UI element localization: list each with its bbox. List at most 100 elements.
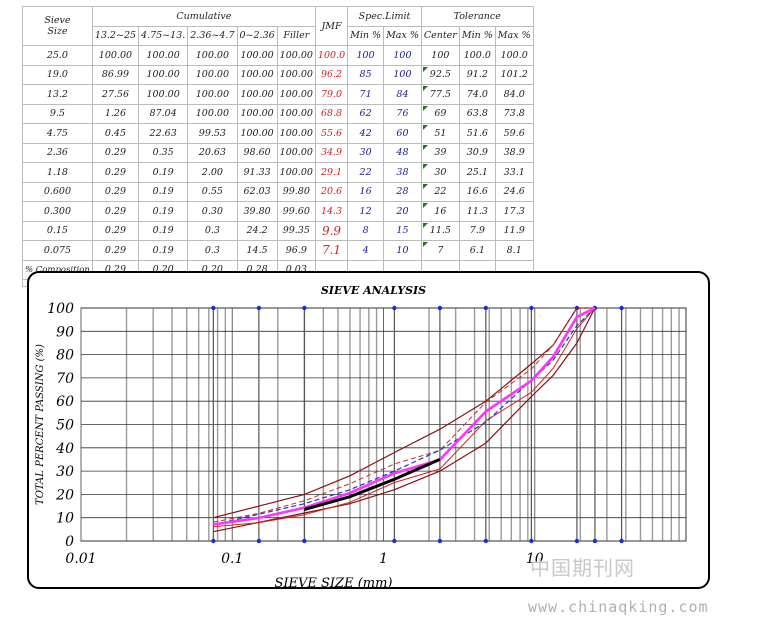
table-cell-max: 15 (383, 220, 422, 241)
table-cell-sieve: 0.15 (22, 220, 93, 241)
table-cell-center: 30 (420, 162, 460, 183)
table-cell-c4: 100.00 (236, 45, 278, 66)
sieve-marker-top (483, 305, 489, 311)
table-cell-tmax: 101.2 (494, 64, 534, 85)
watermark-cn: 中国期刊网 (530, 556, 635, 580)
tolerance-header: Tolerance (420, 6, 534, 27)
sieve-marker-top (529, 305, 534, 311)
table-cell-min: 62 (347, 103, 385, 124)
table-cell-c2: 100.00 (138, 64, 189, 85)
table-cell-c3: 0.55 (187, 181, 238, 202)
sieve-marker-bottom (256, 538, 262, 544)
table-cell-tmin: 11.3 (458, 201, 496, 222)
watermark-url: www.chinaqking.com (528, 598, 709, 616)
table-cell-center: 100 (420, 45, 460, 66)
table-cell-tmax: 73.8 (494, 103, 534, 124)
table-cell-max: 48 (383, 142, 422, 163)
table-cell-tmin: 6.1 (458, 240, 496, 261)
table-cell-tmax: 24.6 (494, 181, 534, 202)
table-cell-jmf: 100.0 (314, 45, 349, 66)
table-cell-c4: 24.2 (236, 220, 278, 241)
table-cell-c1: 1.26 (91, 103, 140, 124)
table-cell-tmax: 33.1 (494, 162, 534, 183)
table-row: 0.15 0.29 0.19 0.3 24.2 99.35 9.9 8 15 11.5 7.9 11.… (22, 220, 534, 241)
y-tick-label: 0 (65, 534, 74, 550)
table-cell-jmf: 7.1 (314, 240, 349, 261)
table-row: 9.5 1.26 87.04 100.00 100.00 100.00 68.8 62 76 69… (22, 103, 534, 124)
sieve-marker-top (256, 305, 262, 311)
y-tick-label: 100 (47, 301, 74, 317)
table-cell-tmax: 38.9 (494, 142, 534, 163)
sieve-analysis-chart: 0 10 20 30 40 50 60 70 80 90 100 0.01 0.1 1 10 SIEVE AN… (27, 271, 710, 591)
table-cell-filler: 100.00 (276, 162, 316, 183)
sieve-marker-bottom (437, 538, 443, 544)
table-cell-tmin: 7.9 (458, 220, 496, 241)
table-cell-c1: 0.29 (91, 181, 140, 202)
sieve-marker-bottom (392, 538, 397, 544)
table-row: 0.600 0.29 0.19 0.55 62.03 99.80 20.6 16 28 22 16.… (22, 181, 534, 202)
table-row: 0.300 0.29 0.19 0.30 39.80 99.60 14.3 12 20 16 11.… (22, 201, 534, 222)
table-cell-c1: 0.29 (91, 162, 140, 183)
sieve-size-header: Sieve Size (22, 6, 93, 46)
table-cell-c2: 87.04 (138, 103, 189, 124)
y-tick-label: 70 (56, 371, 74, 387)
table-cell-max: 84 (383, 84, 422, 105)
sieve-marker-bottom (211, 538, 216, 544)
table-cell-center: 11.5 (420, 220, 460, 241)
table-cell-c2: 0.19 (138, 220, 189, 241)
sieve-marker-bottom (592, 538, 598, 544)
table-cell-min: 71 (347, 84, 385, 105)
table-cell-c4: 62.03 (236, 181, 278, 202)
table-cell-c4: 91.33 (236, 162, 278, 183)
y-tick-label: 30 (56, 464, 74, 480)
table-cell-jmf: 68.8 (314, 103, 349, 124)
table-row: 13.2 27.56 100.00 100.00 100.00 100.00 79.0 71 8… (22, 84, 534, 105)
table-cell-c1: 0.29 (91, 240, 140, 261)
cumulative-header: Cumulative (91, 6, 316, 27)
table-cell-c4: 100.00 (236, 123, 278, 144)
table-row: 25.0 100.00 100.00 100.00 100.00 100.00 100.0 1… (22, 45, 534, 66)
table-cell-jmf: 9.9 (314, 220, 349, 241)
table-cell-c3: 0.3 (187, 240, 238, 261)
table-cell-max: 38 (383, 162, 422, 183)
sieve-marker-top (619, 305, 624, 311)
table-cell-c2: 22.63 (138, 123, 189, 144)
table-cell-filler: 100.00 (276, 103, 316, 124)
table-cell-max: 60 (383, 123, 422, 144)
x-tick-label: 10 (526, 551, 544, 567)
table-cell-center: 51 (420, 123, 460, 144)
sieve-marker-bottom (619, 538, 624, 544)
col-2-4-header: 2.36~4.7 (187, 25, 238, 46)
table-cell-center: 7 (420, 240, 460, 261)
y-tick-label: 20 (55, 487, 74, 503)
table-cell-center: 39 (420, 142, 460, 163)
y-tick-label: 90 (56, 324, 74, 340)
table-cell-c1: 86.99 (91, 64, 140, 85)
table-cell-c1: 100.00 (91, 45, 140, 66)
table-cell-min: 30 (347, 142, 385, 163)
table-cell-jmf: 79.0 (314, 84, 349, 105)
table-cell-sieve: 13.2 (22, 84, 93, 105)
table-cell-max: 100 (383, 45, 422, 66)
table-cell-center: 22 (420, 181, 460, 202)
table-cell-min: 12 (347, 201, 385, 222)
table-cell-filler: 99.60 (276, 201, 316, 222)
tol-center-header: Center (420, 25, 460, 46)
table-cell-center: 16 (420, 201, 460, 222)
sieve-marker-bottom (302, 538, 307, 544)
table-cell-c1: 0.29 (91, 201, 140, 222)
table-cell-tmax: 8.1 (494, 240, 534, 261)
series-line-maximum-density (303, 458, 441, 511)
table-cell-max: 28 (383, 181, 422, 202)
table-row: 2.36 0.29 0.35 20.63 98.60 100.00 34.9 30 48 39 30… (22, 142, 534, 163)
table-cell-center: 77.5 (420, 84, 460, 105)
table-row: 0.075 0.29 0.19 0.3 14.5 96.9 7.1 4 10 7 6.1 8.1 (22, 240, 534, 261)
table-cell-sieve: 9.5 (22, 103, 93, 124)
sieve-marker-bottom (574, 538, 580, 544)
table-cell-c4: 98.60 (236, 142, 278, 163)
table-cell-tmin: 30.9 (458, 142, 496, 163)
table-cell-c3: 100.00 (187, 84, 238, 105)
table-cell-sieve: 0.300 (22, 201, 93, 222)
table-cell-center: 92.5 (420, 64, 460, 85)
table-cell-c4: 100.00 (236, 103, 278, 124)
